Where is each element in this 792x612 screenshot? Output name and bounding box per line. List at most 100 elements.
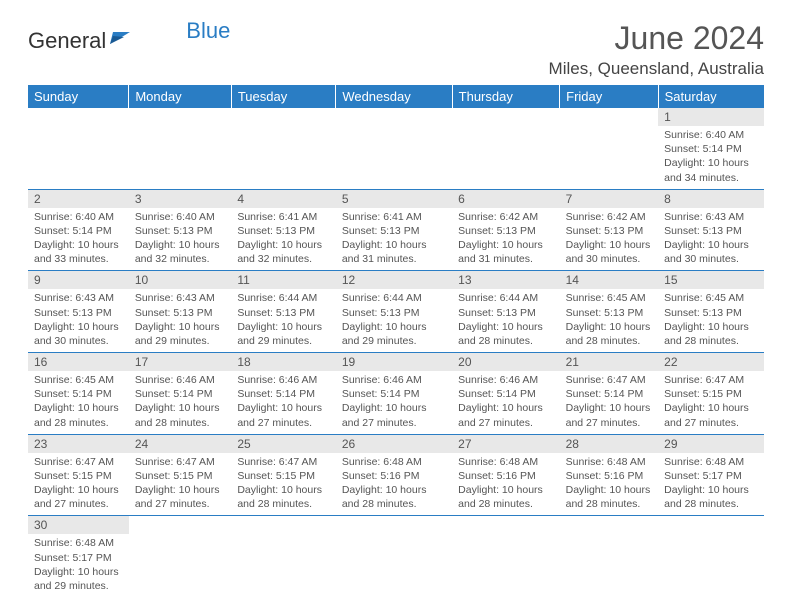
daylight-line: Daylight: 10 hours and 27 minutes. [566, 402, 651, 428]
day-number-cell [560, 108, 659, 126]
day-number-cell: 2 [28, 189, 129, 208]
day-number-cell: 5 [336, 189, 452, 208]
daylight-line: Daylight: 10 hours and 29 minutes. [237, 321, 322, 347]
sunset-line: Sunset: 5:13 PM [135, 225, 213, 237]
sunset-line: Sunset: 5:13 PM [34, 307, 112, 319]
day-header: Sunday [28, 85, 129, 108]
day-number-cell: 23 [28, 434, 129, 453]
day-detail-cell: Sunrise: 6:44 AMSunset: 5:13 PMDaylight:… [231, 289, 335, 352]
day-detail-cell [336, 534, 452, 597]
day-detail-cell [560, 126, 659, 189]
day-detail-cell [129, 534, 232, 597]
sunset-line: Sunset: 5:13 PM [664, 225, 742, 237]
day-number-cell: 21 [560, 353, 659, 372]
day-detail-cell: Sunrise: 6:48 AMSunset: 5:17 PMDaylight:… [28, 534, 129, 597]
day-detail-cell: Sunrise: 6:40 AMSunset: 5:13 PMDaylight:… [129, 208, 232, 271]
logo-text-b: Blue [186, 18, 230, 44]
sunset-line: Sunset: 5:13 PM [458, 225, 536, 237]
day-header: Wednesday [336, 85, 452, 108]
sunrise-line: Sunrise: 6:46 AM [342, 374, 422, 386]
daylight-line: Daylight: 10 hours and 27 minutes. [237, 402, 322, 428]
daynum-row: 23242526272829 [28, 434, 764, 453]
daylight-line: Daylight: 10 hours and 30 minutes. [34, 321, 119, 347]
sunrise-line: Sunrise: 6:41 AM [237, 211, 317, 223]
daylight-line: Daylight: 10 hours and 27 minutes. [458, 402, 543, 428]
day-number-cell: 29 [658, 434, 764, 453]
daylight-line: Daylight: 10 hours and 28 minutes. [664, 321, 749, 347]
daylight-line: Daylight: 10 hours and 32 minutes. [237, 239, 322, 265]
daylight-line: Daylight: 10 hours and 28 minutes. [342, 484, 427, 510]
daylight-line: Daylight: 10 hours and 28 minutes. [458, 321, 543, 347]
daylight-line: Daylight: 10 hours and 27 minutes. [135, 484, 220, 510]
day-number-cell: 16 [28, 353, 129, 372]
header: General Blue June 2024 Miles, Queensland… [28, 20, 764, 79]
day-number-cell: 15 [658, 271, 764, 290]
day-number-cell [129, 108, 232, 126]
sunrise-line: Sunrise: 6:45 AM [664, 292, 744, 304]
day-detail-cell [452, 126, 559, 189]
day-detail-cell: Sunrise: 6:42 AMSunset: 5:13 PMDaylight:… [560, 208, 659, 271]
day-detail-cell: Sunrise: 6:46 AMSunset: 5:14 PMDaylight:… [336, 371, 452, 434]
detail-row: Sunrise: 6:47 AMSunset: 5:15 PMDaylight:… [28, 453, 764, 516]
day-number-cell [28, 108, 129, 126]
calendar-table: SundayMondayTuesdayWednesdayThursdayFrid… [28, 85, 764, 597]
sunset-line: Sunset: 5:15 PM [237, 470, 315, 482]
day-detail-cell: Sunrise: 6:45 AMSunset: 5:13 PMDaylight:… [658, 289, 764, 352]
sunset-line: Sunset: 5:14 PM [237, 388, 315, 400]
daylight-line: Daylight: 10 hours and 27 minutes. [664, 402, 749, 428]
day-detail-cell: Sunrise: 6:48 AMSunset: 5:16 PMDaylight:… [560, 453, 659, 516]
day-detail-cell [658, 534, 764, 597]
day-detail-cell: Sunrise: 6:45 AMSunset: 5:13 PMDaylight:… [560, 289, 659, 352]
day-number-cell: 25 [231, 434, 335, 453]
sunset-line: Sunset: 5:13 PM [566, 225, 644, 237]
day-detail-cell [560, 534, 659, 597]
location: Miles, Queensland, Australia [549, 59, 764, 79]
day-number-cell [231, 516, 335, 535]
day-number-cell [658, 516, 764, 535]
day-detail-cell: Sunrise: 6:48 AMSunset: 5:17 PMDaylight:… [658, 453, 764, 516]
day-number-cell: 22 [658, 353, 764, 372]
day-header: Saturday [658, 85, 764, 108]
month-title: June 2024 [549, 20, 764, 57]
day-number-cell: 20 [452, 353, 559, 372]
sunset-line: Sunset: 5:14 PM [34, 388, 112, 400]
sunset-line: Sunset: 5:14 PM [458, 388, 536, 400]
day-header: Friday [560, 85, 659, 108]
sunrise-line: Sunrise: 6:43 AM [34, 292, 114, 304]
day-detail-cell: Sunrise: 6:47 AMSunset: 5:15 PMDaylight:… [28, 453, 129, 516]
daynum-row: 9101112131415 [28, 271, 764, 290]
sunrise-line: Sunrise: 6:43 AM [664, 211, 744, 223]
sunrise-line: Sunrise: 6:48 AM [458, 456, 538, 468]
day-number-cell: 27 [452, 434, 559, 453]
detail-row: Sunrise: 6:43 AM Sunset: 5:13 PM Daylight:… [28, 289, 764, 352]
day-number-cell: 24 [129, 434, 232, 453]
sunset-line: Sunset: 5:16 PM [342, 470, 420, 482]
day-detail-cell: Sunrise: 6:44 AMSunset: 5:13 PMDaylight:… [452, 289, 559, 352]
sunrise-line: Sunrise: 6:42 AM [458, 211, 538, 223]
day-number-cell: 1 [658, 108, 764, 126]
day-detail-cell: Sunrise: 6:47 AMSunset: 5:14 PMDaylight:… [560, 371, 659, 434]
day-detail-cell: Sunrise: 6:48 AMSunset: 5:16 PMDaylight:… [336, 453, 452, 516]
sunset-line: Sunset: 5:13 PM [566, 307, 644, 319]
sunset-line: Sunset: 5:15 PM [135, 470, 213, 482]
sunrise-line: Sunrise: 6:46 AM [237, 374, 317, 386]
sunrise-line: Sunrise: 6:47 AM [566, 374, 646, 386]
day-detail-cell: Sunrise: 6:43 AMSunset: 5:13 PMDaylight:… [658, 208, 764, 271]
sunset-line: Sunset: 5:16 PM [458, 470, 536, 482]
daylight-line: Daylight: 10 hours and 29 minutes. [342, 321, 427, 347]
daynum-row: 1 [28, 108, 764, 126]
day-detail-cell: Sunrise: 6:47 AMSunset: 5:15 PMDaylight:… [231, 453, 335, 516]
day-number-cell: 12 [336, 271, 452, 290]
day-number-cell: 26 [336, 434, 452, 453]
detail-row: Sunrise: 6:45 AMSunset: 5:14 PMDaylight:… [28, 371, 764, 434]
day-number-cell [336, 516, 452, 535]
sunset-line: Sunset: 5:14 PM [342, 388, 420, 400]
detail-row: Sunrise: 6:40 AMSunset: 5:14 PMDaylight:… [28, 126, 764, 189]
daylight-line: Daylight: 10 hours and 28 minutes. [237, 484, 322, 510]
day-detail-cell: Sunrise: 6:47 AMSunset: 5:15 PMDaylight:… [129, 453, 232, 516]
sunset-line: Sunset: 5:14 PM [34, 225, 112, 237]
sunset-line: Sunset: 5:13 PM [458, 307, 536, 319]
detail-row: Sunrise: 6:40 AMSunset: 5:14 PMDaylight:… [28, 208, 764, 271]
detail-row: Sunrise: 6:48 AMSunset: 5:17 PMDaylight:… [28, 534, 764, 597]
sunset-line: Sunset: 5:17 PM [34, 552, 112, 564]
